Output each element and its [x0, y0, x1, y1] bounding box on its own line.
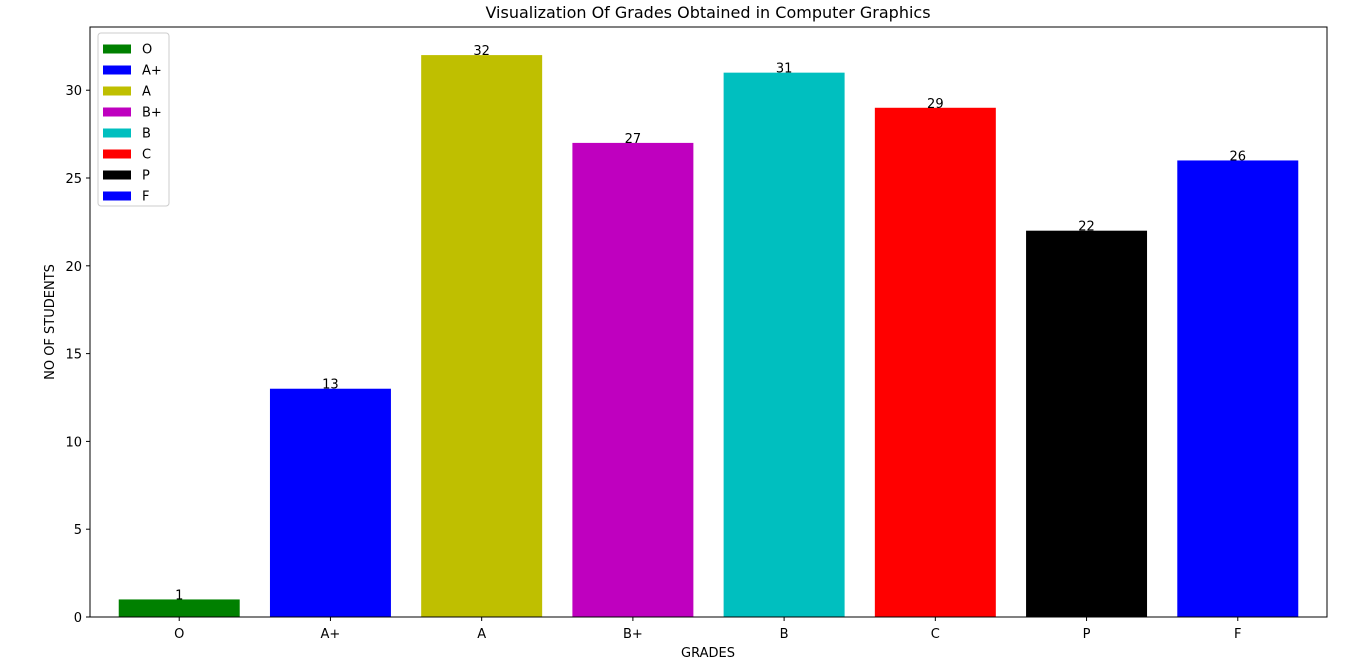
legend-box — [97, 32, 170, 207]
bar-7 — [1177, 160, 1299, 617]
plot-frame — [89, 26, 1328, 618]
legend-swatch-7 — [103, 191, 131, 201]
x-ticks: O A+ A B+ B C P F — [174, 617, 1242, 642]
legend-swatch-0 — [103, 44, 131, 54]
y-tick-label-5: 25 — [65, 172, 82, 187]
legend-swatch-4 — [103, 128, 131, 138]
y-tick-label-1: 5 — [74, 523, 82, 538]
y-tick-label-2: 10 — [65, 435, 82, 450]
y-ticks: 0 5 10 15 20 25 30 — [65, 84, 90, 626]
data-label-5: 29 — [927, 97, 944, 112]
x-tick-label-0: O — [174, 627, 184, 642]
legend-swatch-3 — [103, 107, 131, 117]
data-label-7: 26 — [1230, 149, 1247, 164]
data-label-2: 32 — [473, 44, 490, 59]
x-tick-label-6: P — [1083, 627, 1091, 642]
legend-label-3: B+ — [142, 106, 162, 121]
y-tick-label-6: 30 — [65, 84, 82, 99]
bar-1 — [269, 388, 391, 617]
legend-label-0: O — [142, 43, 152, 58]
legend-label-7: F — [142, 190, 149, 205]
bar-6 — [1026, 230, 1148, 617]
data-labels-layer: 1 13 32 27 31 29 22 26 — [175, 44, 1246, 603]
chart-title: Visualization Of Grades Obtained in Comp… — [485, 3, 930, 22]
y-tick-label-3: 15 — [65, 348, 82, 363]
legend-swatch-2 — [103, 86, 131, 96]
bar-0 — [118, 599, 240, 617]
x-tick-label-5: C — [931, 627, 940, 642]
bar-3 — [572, 142, 694, 617]
data-label-0: 1 — [175, 588, 183, 603]
x-tick-label-3: B+ — [623, 627, 643, 642]
legend-label-1: A+ — [142, 64, 162, 79]
legend-label-4: B — [142, 127, 151, 142]
x-axis-label: GRADES — [681, 646, 735, 661]
legend-swatch-1 — [103, 65, 131, 75]
data-label-6: 22 — [1078, 220, 1095, 235]
x-tick-label-7: F — [1234, 627, 1241, 642]
x-tick-label-4: B — [780, 627, 789, 642]
data-label-4: 31 — [776, 62, 793, 77]
x-tick-label-1: A+ — [321, 627, 341, 642]
y-tick-label-0: 0 — [74, 611, 82, 626]
x-tick-label-2: A — [477, 627, 486, 642]
legend-label-5: C — [142, 148, 151, 163]
bars-layer — [118, 55, 1299, 618]
bar-2 — [421, 55, 543, 618]
legend-label-2: A — [142, 85, 151, 100]
legend-label-6: P — [142, 169, 150, 184]
y-tick-label-4: 20 — [65, 260, 82, 275]
data-label-3: 27 — [625, 132, 642, 147]
data-label-1: 13 — [322, 378, 339, 393]
bar-4 — [723, 72, 845, 617]
legend-swatch-6 — [103, 170, 131, 180]
bar-5 — [874, 107, 996, 618]
y-axis-label: NO OF STUDENTS — [43, 264, 58, 380]
legend-swatch-5 — [103, 149, 131, 159]
